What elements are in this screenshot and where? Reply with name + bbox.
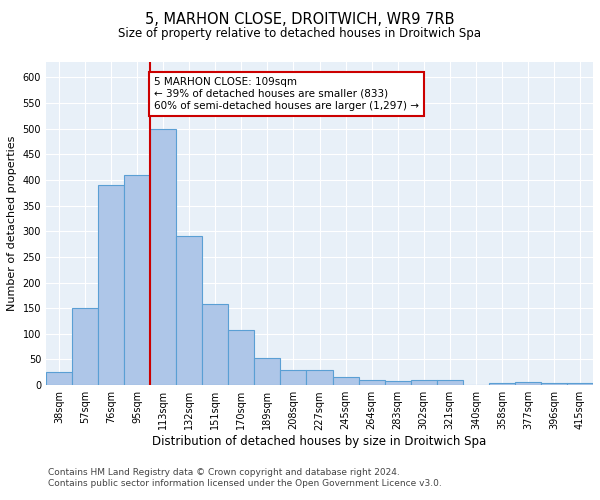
Bar xyxy=(541,382,567,385)
Bar xyxy=(359,380,385,385)
Text: 5 MARHON CLOSE: 109sqm
← 39% of detached houses are smaller (833)
60% of semi-de: 5 MARHON CLOSE: 109sqm ← 39% of detached… xyxy=(154,78,419,110)
Y-axis label: Number of detached properties: Number of detached properties xyxy=(7,136,17,311)
Bar xyxy=(489,382,515,385)
Bar xyxy=(46,372,72,385)
Bar xyxy=(229,330,254,385)
Bar xyxy=(176,236,202,385)
Bar xyxy=(567,382,593,385)
Bar xyxy=(437,380,463,385)
X-axis label: Distribution of detached houses by size in Droitwich Spa: Distribution of detached houses by size … xyxy=(152,435,487,448)
Bar xyxy=(98,185,124,385)
Bar xyxy=(202,304,229,385)
Bar xyxy=(332,378,359,385)
Bar xyxy=(410,380,437,385)
Bar xyxy=(254,358,280,385)
Bar xyxy=(307,370,332,385)
Bar xyxy=(72,308,98,385)
Bar xyxy=(280,370,307,385)
Bar xyxy=(150,128,176,385)
Bar xyxy=(385,381,410,385)
Bar xyxy=(124,175,150,385)
Text: Size of property relative to detached houses in Droitwich Spa: Size of property relative to detached ho… xyxy=(119,28,482,40)
Text: 5, MARHON CLOSE, DROITWICH, WR9 7RB: 5, MARHON CLOSE, DROITWICH, WR9 7RB xyxy=(145,12,455,28)
Bar xyxy=(515,382,541,385)
Text: Contains HM Land Registry data © Crown copyright and database right 2024.
Contai: Contains HM Land Registry data © Crown c… xyxy=(48,468,442,487)
